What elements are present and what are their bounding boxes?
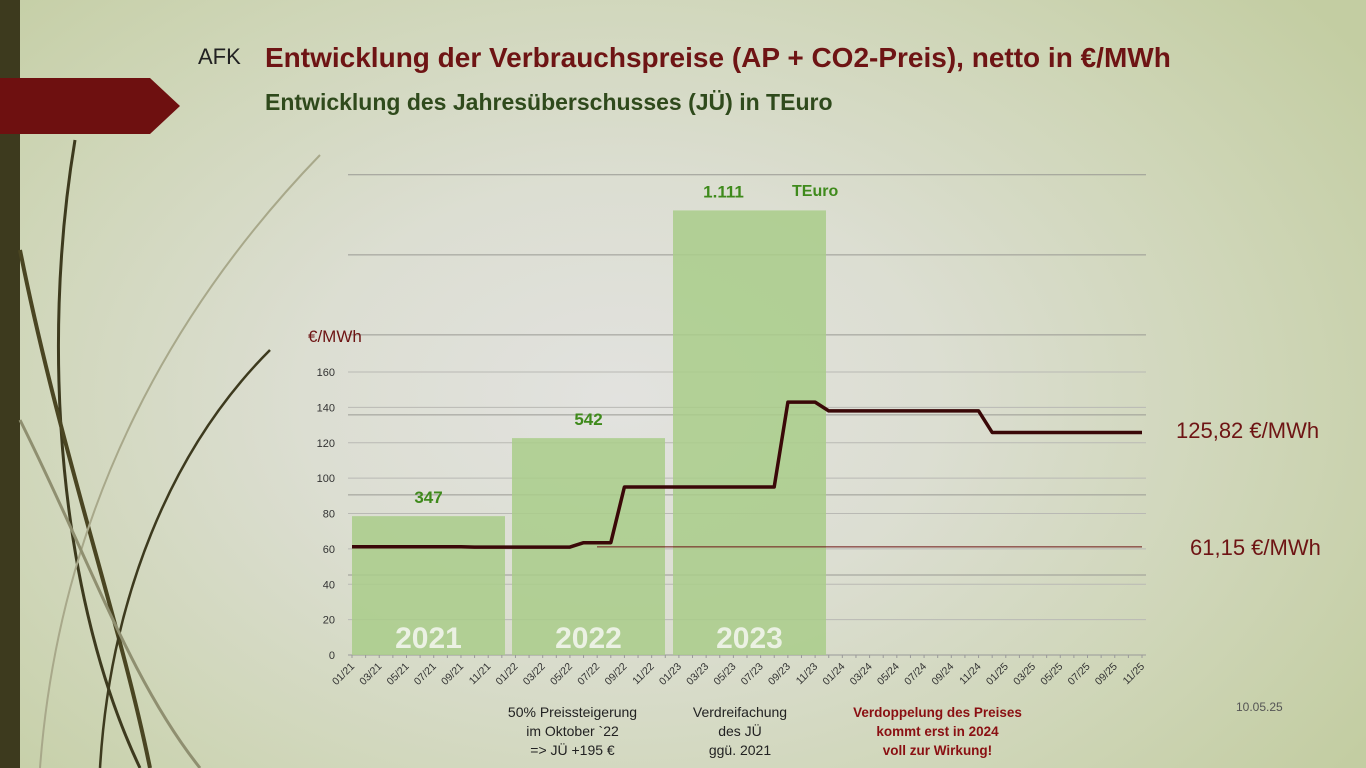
y-tick-label: 100 bbox=[317, 473, 335, 485]
x-tick-label: 11/23 bbox=[794, 661, 821, 688]
x-tick-label: 03/24 bbox=[848, 661, 875, 688]
bar-year-label: 2022 bbox=[555, 622, 622, 655]
left-decor-strip bbox=[0, 0, 20, 768]
x-tick-label: 09/21 bbox=[439, 661, 466, 688]
note-line: voll zur Wirkung! bbox=[882, 743, 993, 758]
note-line: Verdreifachung bbox=[692, 704, 788, 720]
y-tick-label: 20 bbox=[323, 615, 335, 627]
x-tick-label: 11/25 bbox=[1121, 661, 1148, 688]
x-tick-label: 03/22 bbox=[521, 661, 548, 688]
y-tick-label: 120 bbox=[317, 438, 335, 450]
x-tick-label: 03/25 bbox=[1011, 661, 1038, 688]
x-tick-label: 03/21 bbox=[357, 661, 384, 688]
y-tick-label: 60 bbox=[323, 544, 335, 556]
bar-unit-label: TEuro bbox=[792, 183, 838, 200]
base-price-label: 61,15 €/MWh bbox=[1190, 535, 1321, 560]
x-tick-label: 01/24 bbox=[820, 661, 847, 688]
y-tick-label: 0 bbox=[329, 650, 335, 662]
note-line: im Oktober `22 bbox=[526, 723, 619, 739]
x-tick-label: 01/22 bbox=[494, 661, 521, 688]
bar-year-label: 2023 bbox=[716, 622, 783, 655]
y-axis-label: €/MWh bbox=[308, 327, 362, 346]
y-tick-label: 80 bbox=[323, 509, 335, 521]
note-doubling: Verdoppelung des Preises kommt erst in 2… bbox=[830, 703, 1045, 760]
bar-value-label: 1.111 bbox=[703, 182, 744, 201]
x-tick-label: 05/23 bbox=[711, 661, 738, 688]
slide-title: Entwicklung der Verbrauchspreise (AP + C… bbox=[265, 42, 1171, 73]
note-line: ggü. 2021 bbox=[708, 742, 772, 758]
slide-date: 10.05.25 bbox=[1236, 700, 1283, 714]
price-line bbox=[352, 400, 1142, 549]
y-tick-label: 140 bbox=[317, 402, 335, 414]
x-tick-label: 03/23 bbox=[684, 661, 711, 688]
title-arrow-banner bbox=[0, 78, 180, 134]
note-line: => JÜ +195 € bbox=[530, 742, 615, 758]
x-tick-label: 05/25 bbox=[1038, 661, 1065, 688]
x-tick-label: 09/24 bbox=[929, 661, 956, 688]
x-tick-label: 01/23 bbox=[657, 661, 684, 688]
bar-value-label: 347 bbox=[414, 488, 442, 507]
x-tick-label: 11/24 bbox=[957, 661, 984, 688]
x-tick-label: 05/21 bbox=[385, 661, 412, 688]
y-tick-label: 40 bbox=[323, 579, 335, 591]
note-line: 50% Preissteigerung bbox=[507, 704, 638, 720]
x-tick-label: 07/22 bbox=[575, 661, 602, 688]
x-tick-label: 09/22 bbox=[602, 661, 629, 688]
note-line: des JÜ bbox=[718, 723, 762, 739]
x-tick-label: 09/23 bbox=[766, 661, 793, 688]
bar-2021 bbox=[352, 516, 505, 655]
x-tick-label: 01/21 bbox=[330, 661, 357, 688]
x-tick-label: 05/24 bbox=[875, 661, 902, 688]
decorative-curves bbox=[18, 139, 321, 768]
note-price-increase: 50% Preissteigerung im Oktober `22 => JÜ… bbox=[490, 703, 655, 760]
y-tick-label: 160 bbox=[317, 367, 335, 379]
current-price-label: 125,82 €/MWh bbox=[1176, 418, 1320, 443]
slide-subtitle: Entwicklung des Jahresüberschusses (JÜ) … bbox=[265, 89, 833, 115]
x-tick-label: 07/23 bbox=[739, 661, 766, 688]
x-tick-label: 11/21 bbox=[467, 661, 494, 688]
x-tick-label: 11/22 bbox=[630, 661, 657, 688]
x-tick-label: 01/25 bbox=[984, 661, 1011, 688]
logo-text: AFK bbox=[198, 44, 241, 69]
note-line: kommt erst in 2024 bbox=[876, 724, 999, 739]
note-line: Verdoppelung des Preises bbox=[853, 705, 1022, 720]
x-tick-label: 05/22 bbox=[548, 661, 575, 688]
x-tick-label: 07/25 bbox=[1066, 661, 1093, 688]
bar-value-label: 542 bbox=[574, 410, 602, 429]
x-tick-label: 07/24 bbox=[902, 661, 929, 688]
x-tick-label: 07/21 bbox=[412, 661, 439, 688]
bar-2023 bbox=[673, 210, 826, 655]
bar-year-label: 2021 bbox=[395, 622, 462, 655]
note-tripling: Verdreifachung des JÜ ggü. 2021 bbox=[670, 703, 810, 760]
x-tick-label: 09/25 bbox=[1093, 661, 1120, 688]
